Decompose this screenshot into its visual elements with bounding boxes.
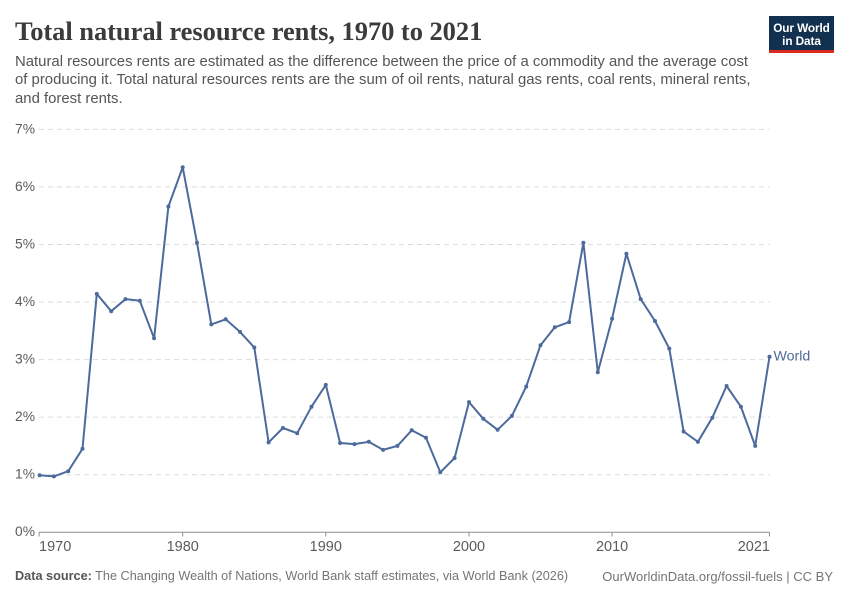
svg-text:4%: 4% [15, 294, 35, 309]
svg-text:World: World [774, 349, 811, 365]
svg-text:2%: 2% [15, 409, 35, 424]
svg-text:3%: 3% [15, 352, 35, 367]
svg-text:5%: 5% [15, 237, 35, 252]
svg-text:2000: 2000 [453, 539, 485, 555]
svg-text:6%: 6% [15, 179, 35, 194]
svg-text:1980: 1980 [167, 539, 199, 555]
svg-text:2010: 2010 [596, 539, 628, 555]
svg-text:2021: 2021 [738, 539, 770, 555]
svg-text:7%: 7% [15, 121, 35, 136]
svg-text:1990: 1990 [310, 539, 342, 555]
svg-text:1%: 1% [15, 467, 35, 482]
svg-text:0%: 0% [15, 524, 35, 539]
svg-text:1970: 1970 [39, 539, 71, 555]
